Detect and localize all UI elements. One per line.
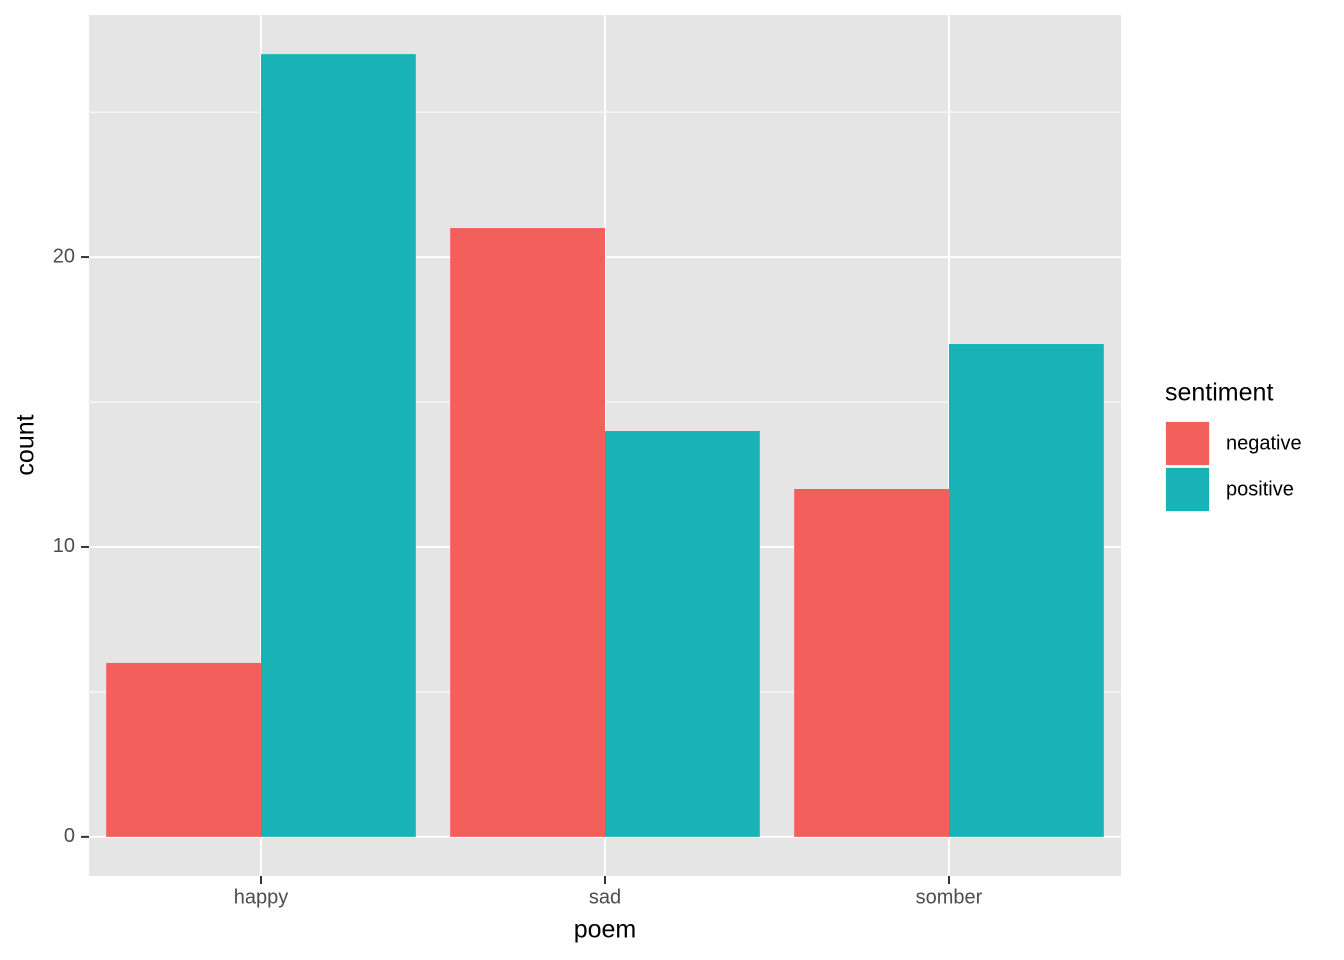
- bar: [949, 344, 1104, 837]
- y-tick-label: 0: [64, 825, 75, 847]
- legend-key: [1166, 422, 1209, 465]
- bar: [794, 488, 949, 837]
- y-tick-label: 20: [53, 245, 75, 267]
- legend-label: positive: [1226, 478, 1294, 500]
- legend-title: sentiment: [1165, 379, 1273, 407]
- x-tick-label: happy: [234, 886, 289, 908]
- legend-label: negative: [1226, 432, 1302, 454]
- x-tick-label: sad: [589, 886, 621, 908]
- y-axis-title: count: [12, 414, 40, 475]
- bar: [261, 54, 416, 837]
- bar: [450, 228, 605, 837]
- legend-key: [1166, 468, 1209, 511]
- bar: [605, 431, 760, 837]
- y-tick-label: 10: [53, 535, 75, 557]
- x-tick-label: somber: [916, 886, 983, 908]
- bar: [106, 662, 261, 837]
- x-axis-title: poem: [574, 916, 637, 944]
